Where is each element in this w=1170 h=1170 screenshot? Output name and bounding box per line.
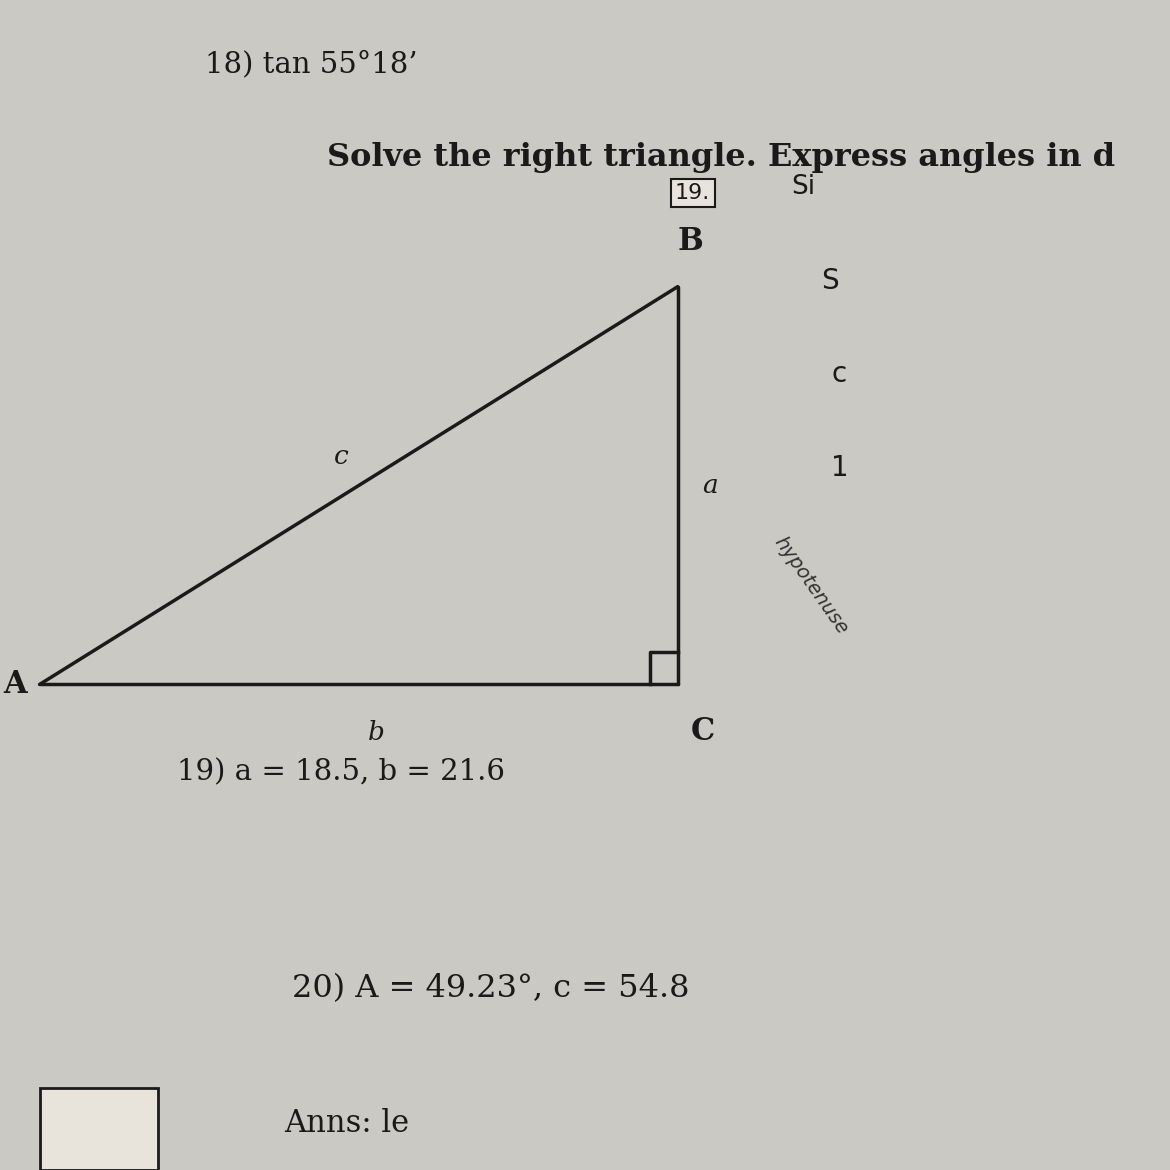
Text: c: c xyxy=(831,360,846,388)
Text: C: C xyxy=(690,716,715,746)
Text: 19) a = 18.5, b = 21.6: 19) a = 18.5, b = 21.6 xyxy=(178,758,505,786)
Bar xyxy=(40,1088,158,1170)
Text: Solve the right triangle. Express angles in d: Solve the right triangle. Express angles… xyxy=(326,143,1115,173)
Text: A: A xyxy=(4,669,27,700)
Text: 19.: 19. xyxy=(675,183,710,204)
Text: 1: 1 xyxy=(831,454,848,482)
Text: c: c xyxy=(333,443,349,469)
Text: 20) A = 49.23°, c = 54.8: 20) A = 49.23°, c = 54.8 xyxy=(291,973,689,1004)
Text: b: b xyxy=(367,720,385,744)
Text: hypotenuse: hypotenuse xyxy=(771,532,852,638)
Text: 18) tan 55°18’: 18) tan 55°18’ xyxy=(206,50,418,78)
Text: a: a xyxy=(702,473,718,498)
Text: S: S xyxy=(821,267,839,295)
Text: Anns: le: Anns: le xyxy=(284,1108,408,1138)
Text: B: B xyxy=(677,227,703,257)
Text: Si: Si xyxy=(792,174,815,200)
